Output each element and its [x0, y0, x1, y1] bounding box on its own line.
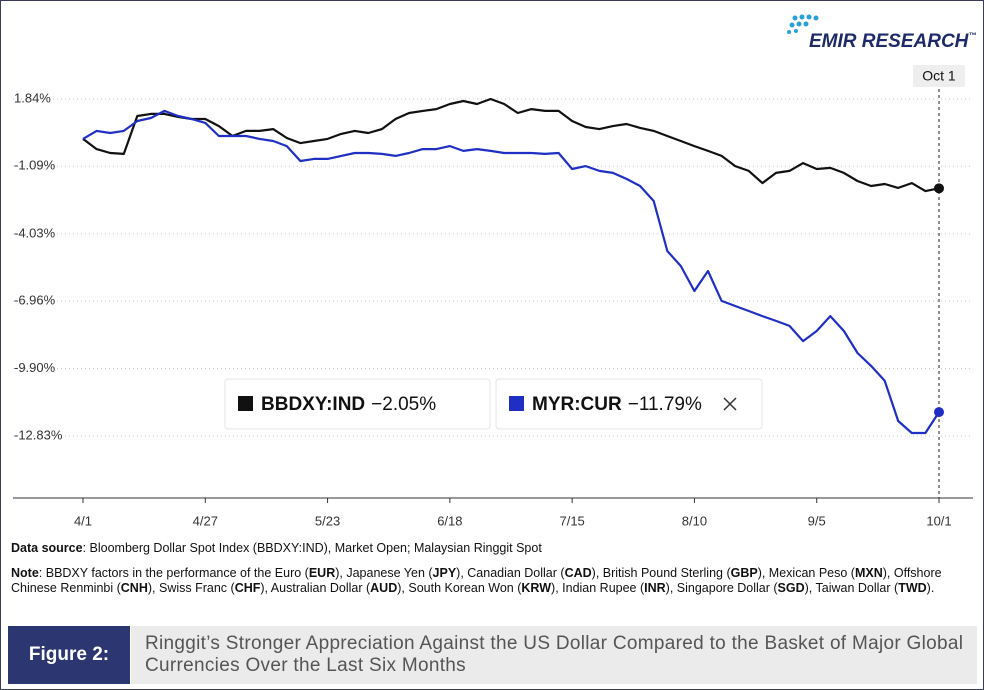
- logo: EMIR RESEARCH™: [781, 13, 981, 53]
- y-tick-label: -12.83%: [14, 427, 63, 442]
- legend-entry: MYR:CUR −11.79%: [532, 394, 702, 415]
- note-text: ), Australian Dollar (: [260, 581, 371, 595]
- currency-code: MXN: [854, 566, 883, 580]
- currency-code: EUR: [308, 566, 336, 580]
- currency-code: GBP: [730, 566, 758, 580]
- note-text: ), Singapore Dollar (: [665, 581, 778, 595]
- currency-code: CAD: [564, 566, 592, 580]
- y-tick-label: -6.96%: [14, 293, 56, 308]
- legend-box: [495, 378, 763, 430]
- x-tick-label: 6/18: [437, 513, 462, 528]
- note-text: ), Mexican Peso (: [757, 566, 855, 580]
- legend-name: MYR:CUR: [532, 394, 622, 415]
- note-text: ), British Pound Sterling (: [591, 566, 731, 580]
- legend-box: [224, 378, 491, 430]
- note-text: ), Indian Rupee (: [551, 581, 645, 595]
- logo-trademark: ™: [968, 31, 977, 40]
- figure-label: Figure 2:: [8, 626, 130, 684]
- logo-text: EMIR RESEARCH™: [809, 31, 976, 53]
- annotation: Oct 1: [922, 68, 956, 84]
- note: Note: BBDXY factors in the performance o…: [11, 566, 975, 596]
- currency-code: KRW: [521, 581, 552, 595]
- x-tick-label: 4/1: [74, 513, 92, 528]
- source-text: : Bloomberg Dollar Spot Index (BBDXY:IND…: [82, 541, 542, 555]
- note-label: Note: [11, 566, 39, 580]
- legend-swatch: [238, 396, 253, 411]
- annotation-box: [913, 65, 965, 87]
- currency-code: TWD: [898, 581, 927, 595]
- note-text: ), Canadian Dollar (: [456, 566, 565, 580]
- x-tick-label: 4/27: [193, 513, 218, 528]
- x-tick-label: 10/1: [926, 513, 951, 528]
- figure-caption: Ringgit’s Stronger Appreciation Against …: [131, 626, 977, 684]
- x-tick-label: 5/23: [315, 513, 340, 528]
- series-line: [82, 109, 940, 435]
- y-tick-label: -1.09%: [14, 158, 56, 173]
- logo-name: EMIR RESEARCH: [809, 31, 969, 52]
- note-text: ), Japanese Yen (: [335, 566, 433, 580]
- chart: 1.84% -1.09% -4.03% -6.96% -9.90% -12.83% 4/1 4…: [13, 65, 973, 528]
- end-point: [934, 183, 944, 194]
- legend-name: BBDXY:IND: [261, 394, 365, 415]
- note-text: ), Swiss Franc (: [147, 581, 235, 595]
- note-text: ), Taiwan Dollar (: [804, 581, 899, 595]
- legend-entry: BBDXY:IND −2.05%: [261, 394, 436, 415]
- close-icon: [723, 397, 737, 411]
- legend-value: −11.79%: [628, 394, 702, 415]
- y-tick-label: 1.84%: [14, 90, 51, 105]
- y-tick-label: -9.90%: [14, 360, 56, 375]
- note-text: : BBDXY factors in the performance of th…: [38, 566, 309, 580]
- currency-code: CNH: [120, 581, 148, 595]
- currency-code: INR: [644, 581, 666, 595]
- currency-code: CHF: [234, 581, 261, 595]
- source-label: Data source: [11, 541, 83, 555]
- source: Data source: Bloomberg Dollar Spot Index…: [11, 541, 975, 556]
- x-tick-label: 9/5: [808, 513, 826, 528]
- legend-value: −2.05%: [371, 394, 436, 415]
- series-line: [82, 97, 940, 193]
- logo-icon: [787, 14, 819, 34]
- note-text: ).: [926, 581, 935, 595]
- note-text: ), Offshore Chinese Renminbi (: [11, 566, 942, 595]
- y-tick-label: -4.03%: [14, 225, 56, 240]
- currency-code: SGD: [777, 581, 805, 595]
- legend-swatch: [509, 396, 524, 411]
- currency-code: AUD: [370, 581, 398, 595]
- x-tick-label: 7/15: [559, 513, 584, 528]
- notes: Data source: Bloomberg Dollar Spot Index…: [11, 541, 975, 606]
- note-text: ), South Korean Won (: [397, 581, 522, 595]
- end-point: [934, 407, 944, 418]
- x-tick-label: 8/10: [682, 513, 707, 528]
- currency-code: JPY: [432, 566, 457, 580]
